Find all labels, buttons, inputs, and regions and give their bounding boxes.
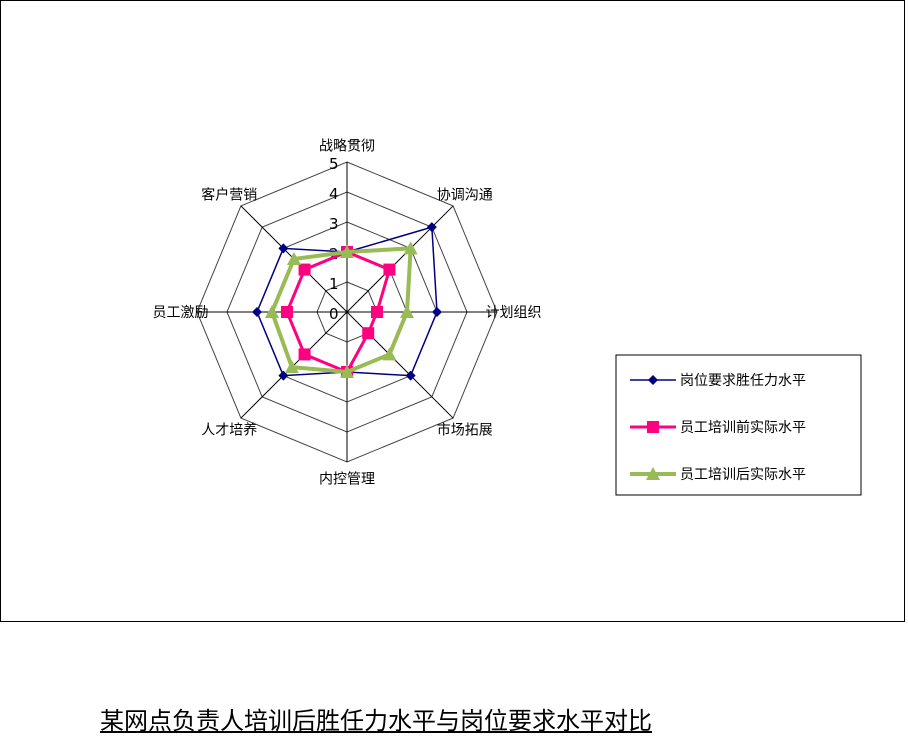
legend-marker bbox=[646, 467, 660, 480]
data-point bbox=[278, 243, 289, 254]
data-point bbox=[252, 307, 262, 317]
category-label: 协调沟通 bbox=[437, 187, 493, 203]
data-point bbox=[284, 360, 299, 374]
axis-spoke bbox=[346, 205, 454, 313]
data-point bbox=[286, 251, 301, 265]
data-point bbox=[403, 241, 418, 255]
data-point bbox=[383, 263, 396, 276]
legend-marker bbox=[647, 421, 659, 433]
tick-label: 3 bbox=[329, 215, 339, 233]
data-point bbox=[405, 370, 416, 381]
data-point bbox=[371, 306, 383, 318]
data-point bbox=[340, 365, 354, 378]
data-point bbox=[362, 327, 375, 340]
data-point bbox=[382, 347, 397, 361]
legend-label: 员工培训前实际水平 bbox=[680, 419, 806, 436]
data-point bbox=[426, 222, 437, 233]
category-label: 计划组织 bbox=[486, 305, 542, 321]
data-point bbox=[340, 245, 354, 258]
category-label: 员工激励 bbox=[153, 304, 209, 321]
chart-title: 某网点负责人培训后胜任力水平与岗位要求水平对比 bbox=[100, 707, 652, 735]
chart-area bbox=[0, 0, 905, 622]
legend-label: 员工培训后实际水平 bbox=[680, 467, 806, 483]
data-point bbox=[432, 307, 442, 317]
data-point bbox=[265, 305, 279, 318]
category-label: 战略贯彻 bbox=[319, 139, 375, 155]
tick-label: 5 bbox=[329, 155, 339, 173]
category-label: 人才培养 bbox=[201, 423, 257, 439]
category-label: 客户营销 bbox=[201, 186, 257, 203]
tick-label: 0 bbox=[329, 305, 339, 323]
tick-label: 1 bbox=[329, 275, 339, 293]
tick-label: 4 bbox=[329, 185, 339, 203]
data-point bbox=[281, 306, 293, 318]
legend-marker bbox=[648, 375, 658, 385]
data-point bbox=[400, 305, 414, 318]
category-label: 内控管理 bbox=[319, 472, 375, 488]
legend-label: 岗位要求胜任力水平 bbox=[680, 373, 806, 389]
data-point bbox=[298, 348, 311, 361]
category-label: 市场拓展 bbox=[437, 422, 493, 439]
data-point bbox=[298, 263, 311, 276]
